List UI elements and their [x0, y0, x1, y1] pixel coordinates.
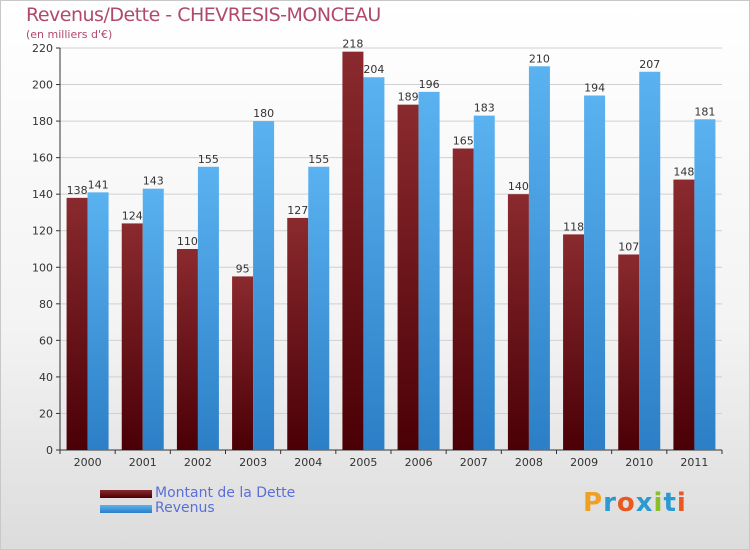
bar-revenue [363, 77, 385, 451]
bar-debt [232, 276, 254, 450]
data-label-revenue: 181 [694, 105, 715, 118]
chart-subtitle: (en milliers d'€) [26, 28, 113, 41]
y-tick-label: 200 [32, 79, 53, 92]
data-label-debt: 218 [342, 38, 363, 51]
data-label-debt: 140 [508, 180, 529, 193]
proxiti-logo: Proxiti [583, 488, 687, 518]
bar-debt [121, 223, 143, 450]
data-label-debt: 127 [287, 204, 308, 217]
data-label-debt: 124 [122, 209, 143, 222]
bar-debt [618, 254, 640, 450]
bar-revenue [142, 188, 164, 450]
legend-label-debt: Montant de la Dette [155, 485, 296, 501]
y-tick-label: 80 [39, 298, 53, 311]
bar-revenue [87, 192, 109, 450]
legend-label-revenue: Revenus [155, 500, 215, 516]
data-label-debt: 165 [453, 135, 474, 148]
x-tick-label: 2008 [515, 456, 543, 469]
data-label-debt: 107 [618, 240, 639, 253]
bar-debt [452, 148, 474, 450]
data-label-revenue: 194 [584, 82, 605, 95]
bar-revenue [694, 119, 716, 450]
x-tick-label: 2010 [625, 456, 653, 469]
bar-revenue [308, 166, 330, 451]
data-label-debt: 189 [398, 91, 419, 104]
bar-revenue [473, 115, 495, 450]
bar-revenue [639, 71, 661, 450]
logo-letter: o [616, 488, 636, 518]
y-tick-label: 120 [32, 225, 53, 238]
bar-debt [176, 249, 198, 450]
bar-debt [507, 194, 529, 450]
bar-revenue [584, 95, 606, 450]
bar-debt [397, 104, 419, 451]
chart-title: Revenus/Dette - CHEVRESIS-MONCEAU [26, 4, 381, 26]
y-tick-label: 0 [46, 444, 53, 457]
x-tick-label: 2002 [184, 456, 212, 469]
legend-swatch-revenue [100, 505, 152, 513]
data-label-revenue: 196 [419, 78, 440, 91]
data-label-revenue: 180 [253, 107, 274, 120]
data-label-revenue: 141 [88, 178, 109, 191]
data-label-debt: 95 [236, 262, 250, 275]
y-tick-label: 20 [39, 407, 53, 420]
x-tick-label: 2001 [129, 456, 157, 469]
legend-swatch-debt [100, 490, 152, 498]
data-label-revenue: 204 [363, 63, 384, 76]
data-label-revenue: 143 [143, 175, 164, 188]
bar-debt [66, 197, 88, 450]
x-tick-label: 2000 [74, 456, 102, 469]
data-label-revenue: 207 [639, 58, 660, 71]
logo-letter: t [663, 488, 677, 518]
bar-revenue [418, 91, 440, 450]
y-tick-label: 60 [39, 334, 53, 347]
x-tick-label: 2005 [349, 456, 377, 469]
y-tick-label: 180 [32, 115, 53, 128]
data-label-debt: 118 [563, 220, 584, 233]
y-tick-label: 40 [39, 371, 53, 384]
x-tick-label: 2011 [680, 456, 708, 469]
logo-letter: P [583, 488, 604, 518]
data-label-debt: 110 [177, 235, 198, 248]
x-tick-label: 2003 [239, 456, 267, 469]
logo-letter: i [653, 488, 664, 518]
logo-letter: x [635, 488, 654, 518]
bar-revenue [253, 121, 275, 450]
x-tick-label: 2006 [405, 456, 433, 469]
y-tick-label: 100 [32, 261, 53, 274]
data-label-revenue: 210 [529, 52, 550, 65]
data-label-revenue: 183 [474, 102, 495, 115]
y-tick-label: 140 [32, 188, 53, 201]
x-tick-label: 2009 [570, 456, 598, 469]
bar-revenue [528, 66, 550, 450]
x-tick-label: 2004 [294, 456, 322, 469]
bar-revenue [197, 166, 219, 451]
bar-debt [673, 179, 695, 450]
data-label-debt: 138 [67, 184, 88, 197]
x-tick-label: 2007 [460, 456, 488, 469]
bar-debt [287, 217, 309, 450]
bar-debt [342, 51, 364, 451]
logo-letter: r [603, 488, 617, 518]
bar-debt [563, 234, 585, 450]
data-label-debt: 148 [673, 166, 694, 179]
y-tick-label: 160 [32, 152, 53, 165]
y-tick-label: 220 [32, 42, 53, 55]
logo-letter: i [676, 488, 687, 518]
data-label-revenue: 155 [308, 153, 329, 166]
data-label-revenue: 155 [198, 153, 219, 166]
